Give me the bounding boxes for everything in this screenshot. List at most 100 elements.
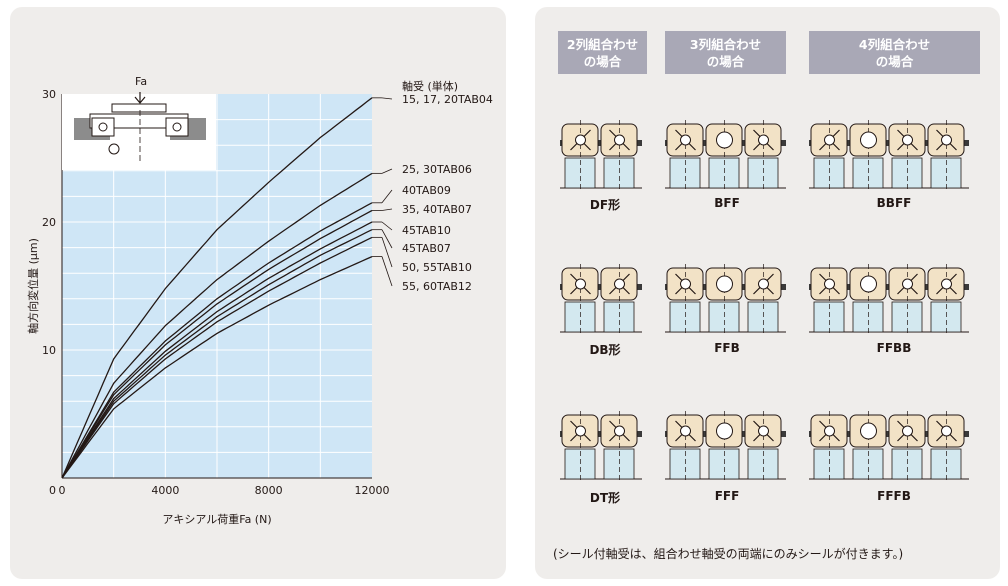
y-tick-label: 20 [42, 216, 56, 229]
leader-line [381, 221, 393, 231]
series-label: 35, 40TAB07 [402, 203, 472, 216]
bearing-ball [860, 131, 877, 149]
bearing-seat [708, 448, 740, 480]
y-tick-label: 10 [42, 344, 56, 357]
config-label-dt: DT形 [589, 491, 621, 505]
x-tick-label: 4000 [151, 484, 179, 497]
bearing-seat [930, 448, 962, 480]
bearing-seat [852, 448, 884, 480]
config-label-bff: BFF [714, 196, 740, 210]
bearing-ball [758, 134, 769, 146]
bearing-ball [680, 134, 691, 146]
ffbb-bearing-set-icon [809, 264, 969, 334]
bearing-ball [902, 278, 913, 290]
bearing-seat [747, 448, 779, 480]
bearing-seat [747, 301, 779, 333]
inset-ball-left [98, 122, 108, 132]
bff-bearing-set-icon [665, 120, 786, 190]
bearing-seat [564, 301, 596, 333]
bearing-seat [891, 301, 923, 333]
header-three-row: 3列組合わせ の場合 [665, 31, 786, 74]
leader-line [381, 97, 393, 100]
series-label: 25, 30TAB06 [402, 163, 472, 176]
dt-bearing-pair-icon [560, 411, 642, 481]
bearing-seat [891, 448, 923, 480]
leader-line [381, 256, 393, 287]
fffb-bearing-set-icon [809, 411, 969, 481]
bearing-ball [680, 425, 691, 437]
bearing-ball [824, 134, 835, 146]
series-label: 40TAB09 [402, 184, 451, 197]
config-label-bbff: BBFF [876, 196, 912, 210]
bearing-seat [930, 301, 962, 333]
x-axis-title: アキシアル荷重Fa (N) [162, 512, 271, 526]
bearing-ball [941, 425, 952, 437]
bearing-seat [603, 448, 635, 480]
leader-line [381, 208, 393, 211]
inset-load-plate [111, 103, 167, 113]
seal-note: (シール付軸受は、組合わせ軸受の両端にのみシールが付きます。) [553, 547, 904, 561]
bearing-ball [824, 278, 835, 290]
bearing-seat [669, 157, 701, 189]
x-tick-label: 0 [59, 484, 66, 497]
bearing-ball [716, 275, 733, 293]
bearing-ball [902, 425, 913, 437]
bearing-seat [603, 157, 635, 189]
bearing-ball [758, 278, 769, 290]
config-label-db: DB形 [589, 343, 621, 357]
header-two-row: 2列組合わせ の場合 [558, 31, 647, 74]
inset-dial-gauge [108, 143, 120, 155]
bearing-ball [941, 134, 952, 146]
bearing-seat [930, 157, 962, 189]
config-label-fff: FFF [714, 489, 740, 503]
bearing-seat [669, 301, 701, 333]
bearing-seat [747, 157, 779, 189]
leader-line [381, 189, 393, 204]
series-line [61, 202, 373, 479]
series-label: 45TAB10 [402, 224, 451, 237]
bearing-ball [575, 278, 586, 290]
bearing-seat [564, 157, 596, 189]
bearing-seat [813, 448, 845, 480]
bearing-seat [708, 301, 740, 333]
inset-bearing-left [91, 117, 115, 137]
series-label: 15, 17, 20TAB04 [402, 93, 493, 106]
config-label-fffb: FFFB [877, 489, 911, 503]
series-label: 55, 60TAB12 [402, 280, 472, 293]
series-line [61, 256, 373, 479]
bearing-ball [758, 425, 769, 437]
inset-load-arrow [134, 92, 146, 104]
inset-ball-right [172, 122, 182, 132]
y-axis-title: 軸方向変位量 (μm) [26, 238, 40, 334]
leader-line [381, 237, 393, 268]
bearing-ball [614, 134, 625, 146]
series-line [61, 229, 373, 479]
bearing-seat [813, 301, 845, 333]
bearing-seat [669, 448, 701, 480]
bearing-ball [716, 131, 733, 149]
config-label-ffbb: FFBB [876, 341, 912, 355]
x-tick-label: 12000 [355, 484, 390, 497]
inset-bearing-right [165, 117, 189, 137]
bearing-seat [852, 157, 884, 189]
bearing-seat [852, 301, 884, 333]
bearing-ball [860, 275, 877, 293]
series-label: 45TAB07 [402, 242, 451, 255]
bearing-ball [716, 422, 733, 440]
config-label-ffb: FFB [714, 341, 740, 355]
bearing-ball [575, 425, 586, 437]
bearing-ball [614, 425, 625, 437]
series-line [61, 97, 373, 479]
df-bearing-pair-icon [560, 120, 642, 190]
bearing-ball [824, 425, 835, 437]
fff-bearing-set-icon [665, 411, 786, 481]
x-tick-label: 8000 [255, 484, 283, 497]
db-bearing-pair-icon [560, 264, 642, 334]
bearing-ball [680, 278, 691, 290]
bearing-ball [902, 134, 913, 146]
leader-line [381, 168, 393, 174]
series-line [61, 209, 373, 479]
bearing-seat [603, 301, 635, 333]
series-label: 50, 55TAB10 [402, 261, 472, 274]
